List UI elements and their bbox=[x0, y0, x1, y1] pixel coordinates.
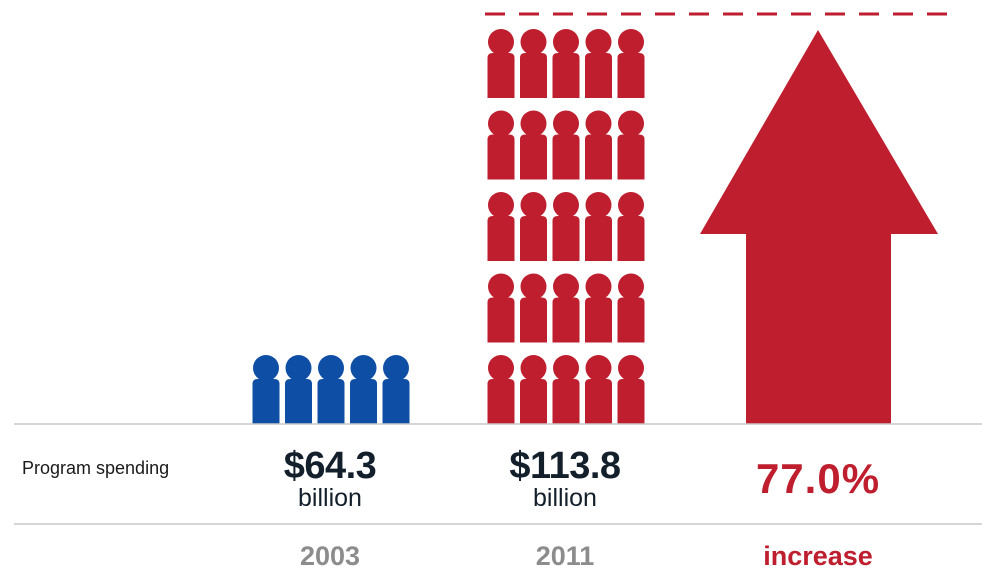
person-icon-2011-19 bbox=[585, 110, 612, 180]
unit-2003: billion bbox=[298, 484, 362, 512]
person-icon-2011-18 bbox=[552, 110, 580, 180]
person-icon-2011-24 bbox=[585, 29, 612, 98]
person-icon-2011-9 bbox=[585, 273, 612, 343]
person-icon-2011-3 bbox=[552, 355, 580, 424]
amount-2003: $64.3 bbox=[283, 445, 377, 487]
row-label-program-spending: Program spending bbox=[22, 458, 170, 478]
person-icon-2011-7 bbox=[520, 273, 547, 343]
person-icon-2011-14 bbox=[585, 192, 612, 261]
person-icon-2011-5 bbox=[617, 355, 645, 424]
person-icon-2003-3 bbox=[317, 355, 345, 424]
person-icon-2011-22 bbox=[520, 29, 547, 98]
person-icon-2011-25 bbox=[617, 29, 645, 98]
increase-label: increase bbox=[763, 541, 873, 571]
person-icon-2011-12 bbox=[520, 192, 547, 261]
person-icon-2011-13 bbox=[552, 192, 580, 261]
person-icon-2011-2 bbox=[520, 355, 547, 424]
person-icon-2011-4 bbox=[585, 355, 612, 424]
person-icon-2011-1 bbox=[487, 355, 515, 424]
icons-2011-group bbox=[487, 29, 645, 424]
person-icon-2003-5 bbox=[382, 355, 410, 424]
person-icon-2011-23 bbox=[552, 29, 580, 98]
person-icon-2011-16 bbox=[487, 110, 515, 180]
icons-2003-group bbox=[252, 355, 410, 424]
person-icon-2011-17 bbox=[520, 110, 547, 180]
increase-arrow-icon bbox=[700, 30, 938, 424]
person-icon-2011-8 bbox=[552, 273, 580, 343]
amount-2011: $113.8 bbox=[509, 445, 621, 487]
year-label-2003: 2003 bbox=[299, 541, 361, 571]
person-icon-2011-11 bbox=[487, 192, 515, 261]
person-icon-2011-20 bbox=[617, 110, 645, 180]
person-icon-2011-6 bbox=[487, 273, 515, 343]
person-icon-2011-21 bbox=[487, 29, 515, 98]
person-icon-2003-2 bbox=[285, 355, 312, 424]
year-label-2011: 2011 bbox=[535, 541, 595, 571]
percent-increase-value: 77.0% bbox=[755, 455, 881, 502]
person-icon-2003-4 bbox=[350, 355, 377, 424]
person-icon-2003-1 bbox=[252, 355, 280, 424]
person-icon-2011-10 bbox=[617, 273, 645, 343]
person-icon-2011-15 bbox=[617, 192, 645, 261]
unit-2011: billion bbox=[533, 484, 597, 512]
